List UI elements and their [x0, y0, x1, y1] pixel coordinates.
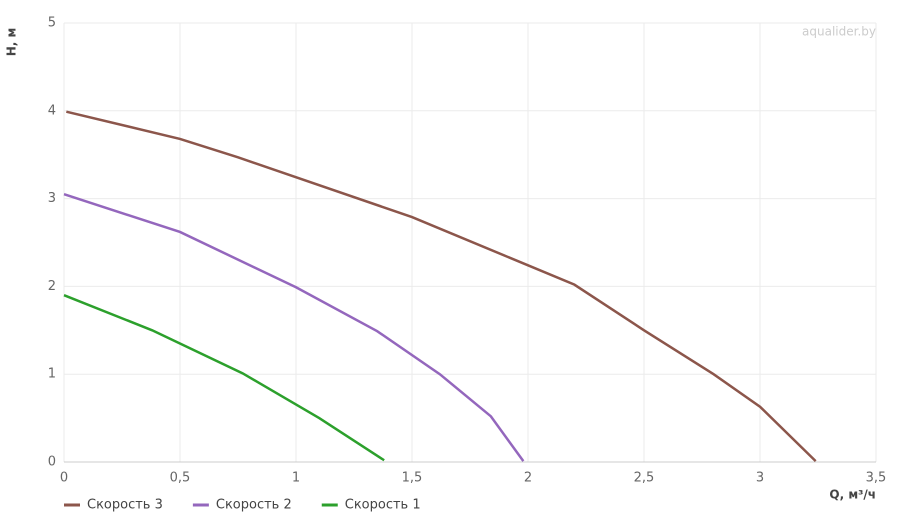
x-tick-label: 0: [60, 471, 68, 486]
x-tick-label: 3,5: [866, 471, 887, 486]
y-tick-label: 5: [48, 16, 56, 31]
y-tick-label: 2: [48, 279, 56, 294]
x-tick-label: 1,5: [402, 471, 423, 486]
series-line: [63, 193, 525, 462]
watermark: aqualider.by: [802, 25, 876, 39]
series-line: [66, 110, 817, 463]
x-tick-label: 2,5: [634, 471, 655, 486]
x-tick-label: 0,5: [170, 471, 191, 486]
x-tick-label: 2: [524, 471, 532, 486]
y-tick-label: 4: [48, 103, 56, 118]
legend-label: Скорость 2: [216, 498, 292, 513]
legend-label: Скорость 3: [87, 498, 163, 513]
y-tick-label: 3: [48, 191, 56, 206]
y-tick-label: 1: [48, 367, 56, 382]
y-axis-label: H, м: [5, 28, 19, 57]
y-tick-label: 0: [48, 455, 56, 470]
x-axis-label: Q, м³/ч: [829, 488, 876, 502]
series-line: [63, 294, 385, 462]
x-tick-label: 3: [756, 471, 764, 486]
x-tick-label: 1: [292, 471, 300, 486]
legend-label: Скорость 1: [345, 498, 421, 513]
